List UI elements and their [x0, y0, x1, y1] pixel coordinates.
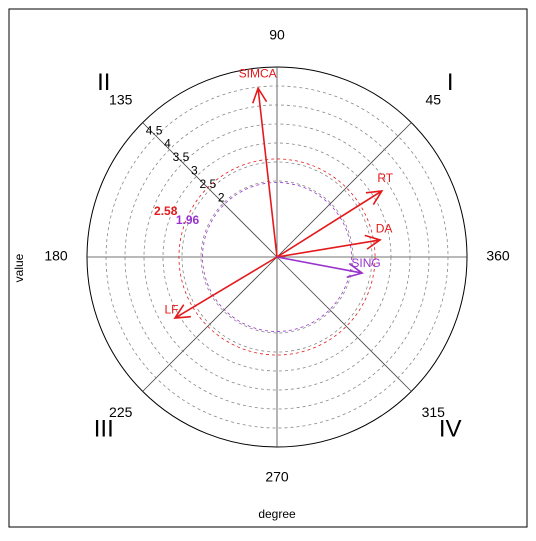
- vector-arrow: [252, 86, 278, 258]
- angle-label: 135: [109, 91, 133, 107]
- grid-circle: [105, 85, 449, 429]
- angle-label: 225: [109, 404, 133, 420]
- reference-label: 2.58: [154, 204, 178, 218]
- angle-label: 180: [44, 248, 68, 264]
- x-axis-label: degree: [258, 507, 296, 521]
- r-tick-label: 2: [218, 190, 225, 204]
- vector-label: RT: [377, 171, 393, 185]
- grid-circle: [181, 161, 373, 353]
- grid-circle: [162, 142, 392, 372]
- quadrant-label: I: [447, 69, 454, 96]
- quadrant-label: IV: [439, 416, 462, 443]
- vector-arrow: [276, 190, 384, 258]
- reference-circle: [202, 182, 352, 332]
- angle-label: 45: [425, 91, 441, 107]
- plot-frame: [8, 8, 528, 528]
- r-tick-label: 4.5: [146, 123, 163, 137]
- vector-arrow: [276, 256, 364, 279]
- r-tick-label: 3: [191, 164, 198, 178]
- r-tick-label: 3.5: [173, 150, 190, 164]
- quadrant-label: III: [94, 416, 114, 443]
- reference-label: 1.96: [176, 213, 200, 227]
- grid-circle: [124, 104, 430, 410]
- r-tick-label: 4: [164, 137, 171, 151]
- vector-label: SIMCA: [239, 66, 277, 80]
- angle-label: 90: [269, 27, 285, 43]
- vector-arrow: [173, 256, 278, 320]
- vector-label: DA: [376, 221, 393, 235]
- angle-spoke: [276, 122, 412, 258]
- r-tick-label: 2.5: [199, 177, 216, 191]
- angle-label: 315: [422, 404, 446, 420]
- vector-label: SING: [351, 256, 380, 270]
- y-axis-label: value: [12, 253, 26, 282]
- angle-label: 270: [265, 469, 289, 485]
- grid-circle: [143, 123, 411, 391]
- grid-circle: [200, 180, 354, 334]
- quadrant-label: II: [97, 69, 110, 96]
- angle-label: 360: [486, 248, 510, 264]
- reference-circle: [178, 158, 376, 356]
- vector-arrow: [276, 234, 382, 258]
- vector-label: LF: [165, 302, 179, 316]
